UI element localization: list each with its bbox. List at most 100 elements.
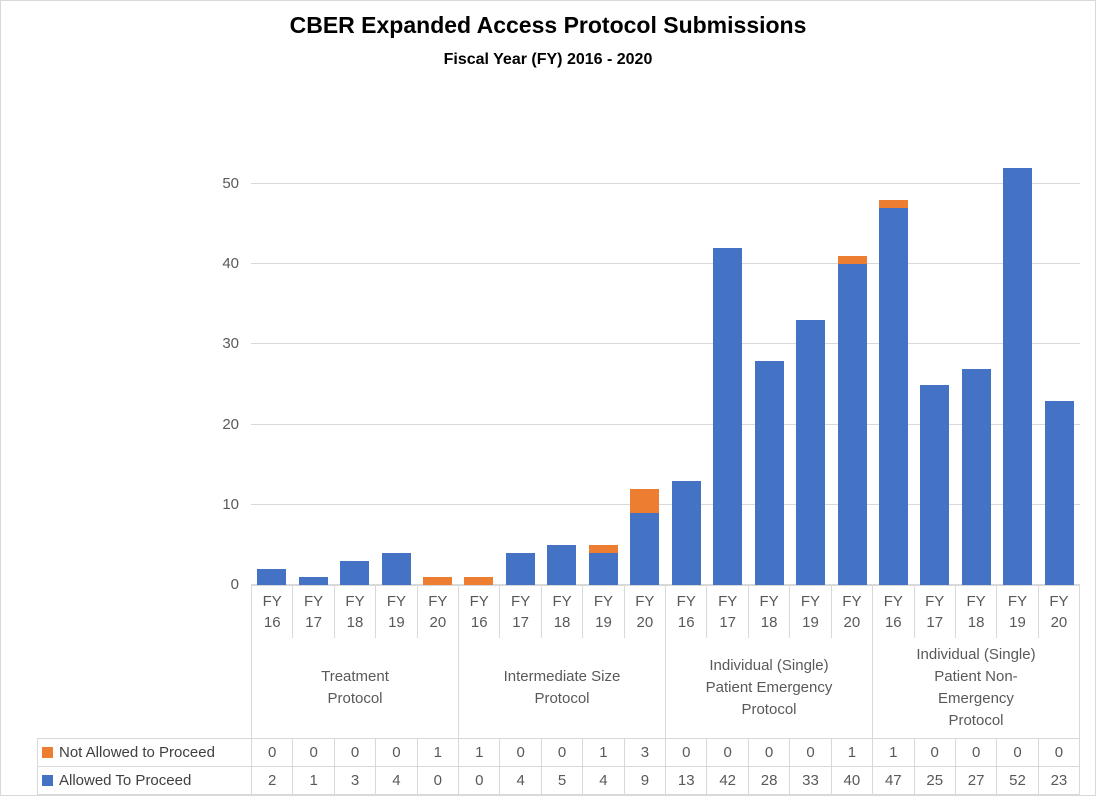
bar-column <box>334 144 375 585</box>
y-axis-tick-label: 50 <box>222 175 239 193</box>
bar-segment-allowed <box>754 360 784 585</box>
table-value-cell: 0 <box>997 739 1039 766</box>
fy-header-line: 19 <box>388 614 405 631</box>
table-value-cell: 33 <box>790 767 832 794</box>
table-value-cell: 9 <box>625 767 667 794</box>
table-value-cell: 5 <box>542 767 584 794</box>
table-value-cell: 3 <box>625 739 667 766</box>
fy-header-line: FY <box>635 593 655 610</box>
fy-header-line: 17 <box>926 614 944 631</box>
fy-header-cell: FY 19 <box>790 586 832 638</box>
fy-header-line: FY <box>676 593 696 610</box>
bar-segment-allowed <box>547 544 577 585</box>
data-table: Not Allowed to Proceed 0 0 0 0 1 1 0 0 1 3 0 0 0 0 1 1 0 0… <box>37 738 1081 795</box>
bar-column <box>375 144 416 585</box>
legend-key-cell: Not Allowed to Proceed <box>38 739 252 766</box>
table-value-cell: 2 <box>252 767 294 794</box>
bar-segment-allowed <box>671 480 701 585</box>
fy-header-cell: FY 20 <box>832 586 874 638</box>
fy-header-line: FY <box>593 593 614 610</box>
chart-title: CBER Expanded Access Protocol Submission… <box>289 12 807 38</box>
fy-header-line: FY <box>883 593 903 610</box>
fy-header-cell: FY 18 <box>335 586 377 638</box>
group-header-row: Treatment Protocol Intermediate Size Prot… <box>251 638 1080 738</box>
table-value-cell: 27 <box>956 767 998 794</box>
bar-column <box>956 144 997 585</box>
bar-segment-allowed <box>920 384 950 585</box>
bar-segment-allowed <box>837 264 867 585</box>
fy-header-cell: FY 20 <box>1039 586 1081 638</box>
table-value-cell: 1 <box>873 739 915 766</box>
fy-header-line: 20 <box>636 614 654 631</box>
fy-header-row: FY 16 FY 17 FY 18 FY 19 FY 20 FY 16 FY 17 FY 18 FY 19 FY 20… <box>251 585 1081 638</box>
fy-header-line: FY <box>262 593 282 610</box>
table-value-cell: 0 <box>707 739 749 766</box>
table-value-cell: 23 <box>1039 767 1081 794</box>
gridline <box>251 423 1080 425</box>
legend-series-label: Allowed To Proceed <box>59 772 192 789</box>
table-row: Not Allowed to Proceed 0 0 0 0 1 1 0 0 1 3 0 0 0 0 1 1 0 0… <box>38 739 1081 767</box>
table-value-cell: 40 <box>832 767 874 794</box>
fy-header-cell: FY 17 <box>293 586 335 638</box>
fy-header-cell: FY 19 <box>583 586 625 638</box>
bar-segment-not-allowed <box>464 576 494 585</box>
bar-column <box>624 144 665 585</box>
bar-column <box>790 144 831 585</box>
bar-segment-allowed <box>298 576 328 585</box>
fy-header-cell: FY 18 <box>956 586 998 638</box>
fy-header-line: 17 <box>719 614 737 631</box>
bar-column <box>666 144 707 585</box>
table-value-cell: 1 <box>832 739 874 766</box>
y-axis-tick-label: 30 <box>222 335 239 353</box>
table-value-cell: 4 <box>500 767 542 794</box>
bar-column <box>707 144 748 585</box>
fy-header-cell: FY 17 <box>915 586 956 638</box>
fy-header-line: 20 <box>843 614 861 631</box>
protocol-group-header-cell: Treatment Protocol <box>251 638 459 738</box>
bar-column <box>583 144 624 585</box>
gridline <box>251 343 1080 345</box>
table-value-cell: 0 <box>790 739 832 766</box>
bar-segment-allowed <box>1044 400 1074 585</box>
gridline <box>251 183 1080 185</box>
fy-header-line: FY <box>304 593 324 610</box>
fy-header-line: FY <box>759 593 779 610</box>
table-value-cell: 0 <box>666 739 708 766</box>
fy-header-cell: FY 16 <box>666 586 708 638</box>
table-value-cell: 13 <box>666 767 708 794</box>
table-row: Allowed To Proceed 2 1 3 4 0 0 4 5 4 9 13 42 28 33 40 47… <box>38 767 1081 795</box>
bar-segment-not-allowed <box>630 488 660 513</box>
bar-segment-allowed <box>257 568 287 585</box>
y-axis-tick-label: 40 <box>222 255 239 273</box>
table-value-cell: 0 <box>1039 739 1081 766</box>
fy-header-cell: FY 16 <box>459 586 501 638</box>
fy-header-cell: FY 18 <box>749 586 791 638</box>
legend-swatch-not-allowed-icon <box>42 747 53 758</box>
fy-header-line: 20 <box>429 614 447 631</box>
fy-header-line: 18 <box>967 614 985 631</box>
table-value-cell: 1 <box>459 739 501 766</box>
bar-segment-allowed <box>630 512 660 585</box>
fy-header-line: 16 <box>470 614 488 631</box>
y-axis-tick-label: 20 <box>222 415 239 433</box>
protocol-group-header-cell: Individual (Single) Patient Emergency Pr… <box>666 638 873 738</box>
fy-header-line: FY <box>386 593 406 610</box>
legend-series-label: Not Allowed to Proceed <box>59 744 215 761</box>
fy-header-line: FY <box>552 593 572 610</box>
fy-header-line: 19 <box>802 614 819 631</box>
table-value-cell: 1 <box>293 767 335 794</box>
table-value-cell: 0 <box>542 739 584 766</box>
table-value-cell: 0 <box>376 739 418 766</box>
gridline <box>251 263 1080 265</box>
fy-header-line: 18 <box>760 614 778 631</box>
y-axis-tick-label: 10 <box>222 495 239 513</box>
table-value-cell: 0 <box>293 739 335 766</box>
fy-header-cell: FY 20 <box>418 586 460 638</box>
fy-header-line: 18 <box>346 614 364 631</box>
fy-header-line: FY <box>345 593 365 610</box>
bar-segment-allowed <box>878 208 908 585</box>
gridline <box>251 503 1080 505</box>
table-value-cell: 0 <box>418 767 460 794</box>
bar-segment-allowed <box>1003 168 1033 585</box>
fy-header-line: 20 <box>1050 614 1068 631</box>
